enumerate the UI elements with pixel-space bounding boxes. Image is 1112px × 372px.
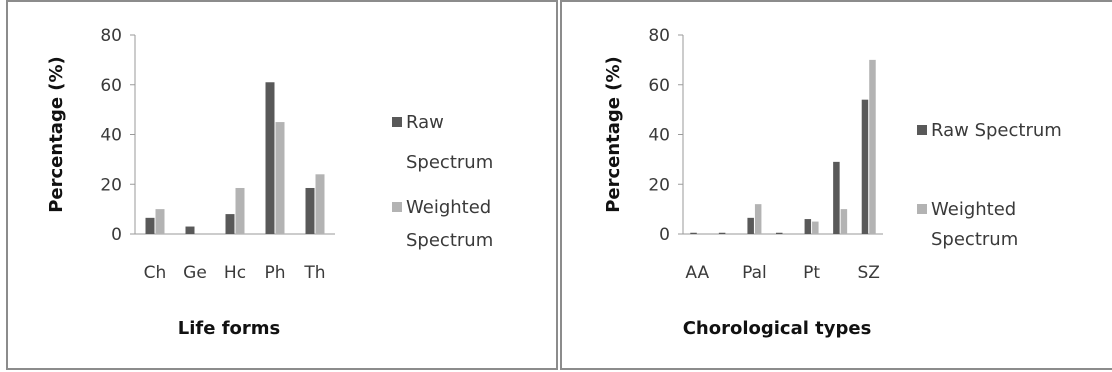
y-tick-label: 80 — [648, 26, 670, 46]
bar-weighted-SZ — [869, 59, 876, 234]
y-tick-label: 40 — [100, 126, 122, 146]
legend-label: Spectrum — [931, 229, 1018, 250]
legend-label: Weighted — [931, 199, 1016, 220]
x-tick-label: Ge — [183, 263, 207, 283]
bar-weighted-Ph — [275, 122, 285, 234]
y-tick-label: 80 — [100, 26, 122, 46]
y-tick-label: 40 — [648, 126, 670, 146]
x-tick-label: Ch — [144, 263, 167, 283]
chorological-types-chart-panel: 0 20 40 60 80 AA Pal Pt SZ Percentage (%) Chorolog… — [560, 0, 1112, 370]
bar-raw-Hc — [225, 214, 235, 234]
x-tick-label: Hc — [224, 263, 246, 283]
bar-weighted-Pal — [754, 204, 762, 234]
x-axis-title: Life forms — [178, 318, 281, 339]
bar-raw-cat1 — [718, 232, 726, 234]
bar-raw-AA — [690, 232, 697, 234]
legend-label: Spectrum — [406, 230, 493, 251]
y-tick-label: 0 — [659, 225, 670, 245]
bar-raw-Ge — [185, 226, 195, 234]
bar-raw-Ph — [265, 82, 275, 234]
bar-raw-Pt — [804, 219, 812, 234]
bar-raw-cat5 — [833, 161, 840, 234]
bar-weighted-cat5 — [840, 209, 848, 234]
x-tick-label: SZ — [857, 263, 879, 283]
y-tick-label: 60 — [648, 76, 670, 96]
x-axis-title: Chorological types — [683, 318, 872, 339]
x-tick-label: AA — [685, 263, 709, 283]
x-tick-label: Ph — [264, 263, 285, 283]
y-tick-label: 0 — [111, 225, 122, 245]
bar-raw-cat3 — [776, 232, 783, 234]
legend-swatch-weighted — [392, 202, 402, 212]
x-tick-label: Pt — [803, 263, 820, 283]
chorological-types-chart: 0 20 40 60 80 AA Pal Pt SZ Percentage (%) Chorolog… — [603, 26, 1062, 339]
y-tick-label: 20 — [100, 175, 122, 195]
legend-swatch-raw — [392, 117, 402, 127]
legend-swatch-weighted — [917, 204, 927, 214]
bar-raw-Ch — [145, 217, 155, 234]
y-axis-title: Percentage (%) — [46, 56, 67, 213]
bar-raw-SZ — [861, 99, 869, 234]
legend-label: Spectrum — [406, 152, 493, 173]
plot-area: 0 20 40 60 80 Ch Ge Hc Ph Th Percentage (%) Life fo… — [46, 26, 493, 339]
life-forms-chart: 0 20 40 60 80 Ch Ge Hc Ph Th Percentage (%) Life fo… — [46, 26, 493, 339]
x-tick-label: Th — [303, 263, 325, 283]
bar-raw-Th — [305, 187, 315, 234]
legend-label: Weighted — [406, 197, 491, 218]
y-tick-label: 20 — [648, 175, 670, 195]
bar-weighted-Ch — [155, 209, 165, 234]
bar-weighted-Th — [315, 174, 325, 234]
x-tick-label: Pal — [742, 263, 767, 283]
bar-raw-Pal — [747, 217, 754, 234]
plot-area: 0 20 40 60 80 AA Pal Pt SZ Percentage (%) Chorolog… — [603, 26, 1062, 339]
legend-label: Raw — [406, 112, 444, 133]
life-forms-chart-panel: 0 20 40 60 80 Ch Ge Hc Ph Th Percentage (%) Life fo… — [6, 0, 558, 370]
y-tick-label: 60 — [100, 76, 122, 96]
bar-weighted-Pt — [812, 221, 819, 234]
y-axis-title: Percentage (%) — [603, 56, 624, 213]
legend-label: Raw Spectrum — [931, 120, 1062, 141]
legend-swatch-raw — [917, 125, 927, 135]
bar-weighted-Hc — [235, 187, 245, 234]
